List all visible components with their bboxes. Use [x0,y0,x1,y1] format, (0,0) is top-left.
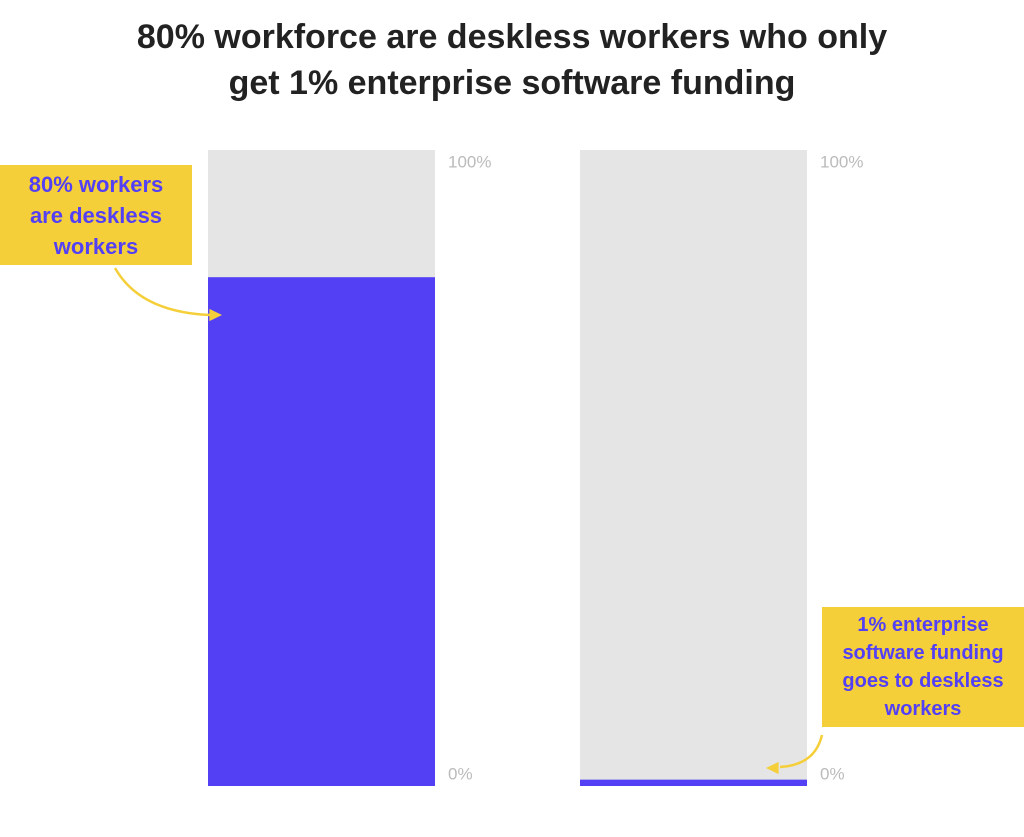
annotation: 1% enterprise software funding goes to d… [822,607,1024,727]
bar-background [580,150,807,786]
arrow [779,734,824,769]
arrow [113,267,211,317]
arrow-head [766,761,779,775]
y-tick-label: 100% [820,152,863,171]
annotation: 80% workers are deskless workers [0,165,192,265]
arrow-head [209,308,222,322]
bar [208,277,435,786]
y-tick-label: 0% [448,764,473,783]
bar [580,779,807,786]
y-tick-label: 0% [820,764,845,783]
y-tick-label: 100% [448,152,491,171]
chart-title: 80% workforce are deskless workers who o… [136,18,888,102]
